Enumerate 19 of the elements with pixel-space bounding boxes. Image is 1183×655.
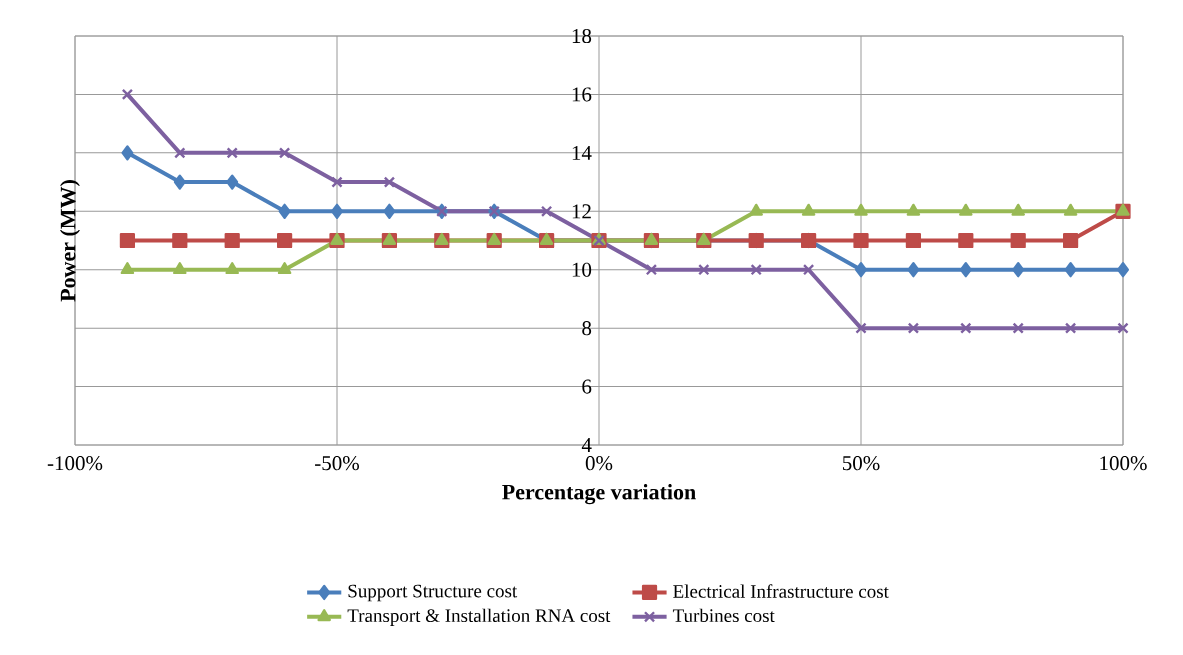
legend-label: Support Structure cost bbox=[348, 584, 518, 602]
y-tick-label: 18 bbox=[572, 28, 592, 44]
y-tick-label: 16 bbox=[572, 87, 592, 102]
x-tick-label: 0% bbox=[585, 456, 613, 471]
y-tick-label: 4 bbox=[581, 438, 592, 452]
legend-label: Transport & Installation RNA cost bbox=[347, 608, 611, 626]
legend-label: Turbines cost bbox=[672, 608, 775, 623]
y-tick-label: 10 bbox=[572, 262, 592, 277]
x-axis-title: Percentage variation bbox=[502, 484, 696, 505]
y-axis-title: Power (MW) bbox=[60, 180, 80, 302]
y-tick-label: 6 bbox=[582, 379, 592, 394]
y-tick-label: 8 bbox=[582, 321, 592, 336]
y-tick-label: 12 bbox=[572, 204, 591, 219]
x-tick-label: -50% bbox=[315, 456, 360, 471]
x-tick-label: 100% bbox=[1100, 456, 1147, 471]
x-tick-label: -100% bbox=[47, 456, 103, 471]
y-tick-label: 14 bbox=[572, 145, 592, 160]
x-tick-label: 50% bbox=[842, 456, 880, 471]
legend-label: Electrical Infrastructure cost bbox=[673, 584, 889, 598]
